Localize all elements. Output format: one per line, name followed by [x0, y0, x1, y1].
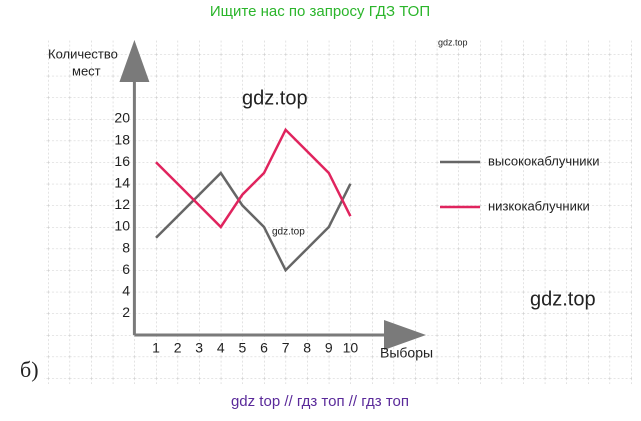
y-tick-label: 8: [122, 239, 130, 255]
y-axis-label: мест: [72, 63, 101, 78]
watermark: gdz.top: [438, 37, 468, 47]
x-tick-label: 4: [217, 340, 225, 356]
x-tick-label: 6: [260, 340, 268, 356]
grid-paper: [44, 40, 632, 384]
legend-label: низкокаблучники: [488, 198, 590, 213]
y-axis-label: Количество: [48, 46, 118, 61]
y-tick-label: 10: [114, 218, 130, 234]
x-axis-label: Выборы: [380, 345, 433, 361]
x-tick-label: 3: [195, 340, 203, 356]
watermark: gdz.top: [272, 227, 305, 238]
watermark: gdz.top: [530, 288, 596, 310]
header: Ищите нас по запросу ГДЗ ТОП: [210, 3, 430, 20]
series-line: [155, 127, 352, 229]
y-tick-label: 20: [114, 110, 130, 126]
watermark: gdz.top: [242, 87, 308, 109]
y-tick-label: 14: [114, 175, 130, 191]
x-tick-label: 1: [152, 340, 160, 356]
x-tick-label: 5: [239, 340, 247, 356]
y-tick-label: 6: [122, 261, 130, 277]
legend-label: высококаблучники: [488, 153, 600, 168]
y-tick-label: 18: [114, 131, 130, 147]
y-tick-label: 12: [114, 196, 130, 212]
x-tick-label: 8: [303, 340, 311, 356]
x-tick-label: 2: [174, 340, 182, 356]
x-tick-label: 9: [325, 340, 333, 356]
x-tick-label: 7: [282, 340, 290, 356]
y-tick-label: 2: [122, 304, 130, 320]
footer: gdz top // гдз топ // гдз топ: [231, 393, 409, 410]
y-tick-label: 4: [122, 283, 130, 299]
y-tick-label: 16: [114, 153, 130, 169]
series-line: [155, 171, 352, 273]
panel-label: б): [20, 357, 39, 382]
x-tick-label: 10: [343, 340, 359, 356]
